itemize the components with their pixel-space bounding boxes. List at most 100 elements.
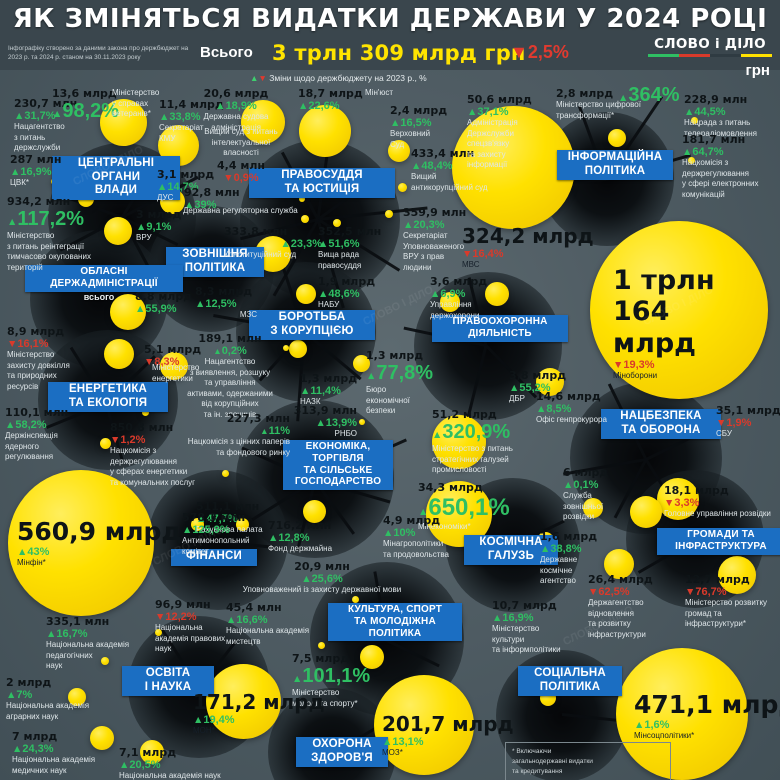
item-label[interactable]: 4,9 млрд ▲10% Мінагрополітики та продово… (383, 514, 469, 560)
item-label[interactable]: 352,5 млн ▲51,6% Вища рада правосуддя (318, 225, 404, 271)
bubble-anticorr-nabu[interactable] (296, 284, 316, 304)
bubble-culture-language[interactable] (352, 596, 359, 603)
item-label[interactable]: 201,7 млрд ▲13,1% МОЗ* (382, 712, 514, 759)
bubble-education-mon[interactable] (206, 664, 281, 739)
item-label[interactable]: 171,2 млрд ▲19,4% МОН* (193, 690, 325, 737)
item-label[interactable]: 8,9 млрд ▼16,1% Міністерство захисту дов… (7, 325, 99, 392)
item-label[interactable]: 50,6 млрд ▲37,1% Адміністрація Держслужб… (467, 93, 547, 171)
item-label[interactable]: 2,4 млрд ▲16,5% Верховний Суд (390, 104, 452, 150)
item-label[interactable]: 13,6 млрд ▲98,2% (52, 87, 119, 123)
item-label[interactable]: 34,3 млрд ▲650,1% Мінекономіки* (418, 481, 546, 533)
bubble-education-pedagogic[interactable] (101, 657, 109, 665)
bubble-defense-sbu[interactable] (657, 478, 699, 520)
item-label[interactable]: 511,1 млн ▲47,7% Рахункова палата (196, 500, 280, 536)
item-label[interactable]: 324,2 млрд ▼16,4% МВС (462, 224, 594, 271)
item-label[interactable]: 7 млрд ▲24,3% Національна академія медич… (12, 730, 120, 776)
item-label[interactable]: 26,4 млрд ▼62,5% Держагентство відновлен… (588, 573, 680, 640)
item-label[interactable]: 5,1 млрд ▼8,3% (144, 343, 216, 368)
bubble-energy-nkreku[interactable] (142, 409, 149, 416)
item-label[interactable]: 51,2 млрд ▲320,9% Міністерство з питань … (432, 408, 542, 476)
bubble-economy-strategic[interactable] (432, 415, 486, 469)
item-label[interactable]: 2 млрд ▲7% Національна академія аграрних… (6, 676, 106, 722)
item-label[interactable]: 1,6 млрд ▲38,8% Державне космічне агентс… (540, 530, 612, 587)
item-label[interactable]: 850,8 млн ▼1,2% Нацкомісія з держрегулюв… (110, 421, 218, 488)
bubble-energy-ecology[interactable] (104, 339, 134, 369)
bubble-economy-nkcpfr[interactable] (222, 470, 229, 477)
bubble-defense-minoborony[interactable] (590, 221, 768, 399)
item-label[interactable]: 20,9 млн ▲25,6% Уповноважений із захисту… (226, 560, 418, 596)
category-chip-space[interactable]: КОСМІЧНА ГАЛУЗЬ (464, 535, 558, 566)
item-label[interactable]: 110,1 млн ▲58,2% Держінспекція ядерного … (5, 406, 87, 463)
item-label[interactable]: 2,8 млрд Міністерство цифрової трансформ… (556, 87, 674, 121)
bubble-central-veterans[interactable] (100, 99, 147, 146)
category-chip-anticorr[interactable]: БОРОТЬБА З КОРУПЦІЄЮ (249, 310, 375, 341)
item-label[interactable]: 1,9 млрд ▲48,6% НАБУ (318, 275, 378, 311)
item-label[interactable]: Вищий суд з питань інтелектуальної власн… (183, 127, 299, 184)
bubble-energy-energy[interactable] (160, 352, 188, 380)
item-label[interactable]: 45,4 млн ▲16,6% Національна академія мис… (226, 601, 322, 647)
category-chip-foreign[interactable]: ЗОВНІШНЯ ПОЛІТИКА (166, 247, 264, 278)
item-label[interactable]: 359,9 млн ▲20,3% Секретаріат Уповноважен… (403, 206, 495, 273)
category-chip-energy[interactable]: ЕНЕРГЕТИКА ТА ЕКОЛОГІЯ (48, 382, 168, 413)
bubble-justice-minjust[interactable] (299, 105, 351, 157)
category-chip-communities[interactable]: ГРОМАДИ ТА ІНФРАСТРУКТУРА (657, 528, 780, 555)
bubble-economy-fdmu[interactable] (236, 518, 249, 531)
bubble-anticorr-nazk[interactable] (289, 340, 307, 358)
category-chip-defense[interactable]: НАЦБЕЗПЕКА ТА ОБОРОНА (601, 409, 721, 440)
bubble-social-minsoc[interactable] (616, 648, 748, 780)
item-label[interactable]: 8,8 млрд ▲55,9% (135, 290, 207, 315)
bubble-justice-ombudsman[interactable] (385, 210, 393, 218)
item-label[interactable]: 227,3 млн ▲11% Нацкомісія з цінних папер… (166, 412, 290, 458)
bubble-education-legal[interactable] (155, 629, 162, 636)
bubble-justice-vaks[interactable] (398, 183, 407, 192)
item-label[interactable]: 8,3 млрд ▲12,5% МЗС (195, 285, 257, 321)
item-label[interactable]: 716,2 млн ▲12,8% Фонд держмайна (268, 519, 350, 555)
bubble-info-natkom[interactable] (688, 157, 695, 164)
bubble-lawenf-dbr[interactable] (485, 282, 509, 306)
bubble-finance-minfin[interactable] (8, 470, 154, 616)
item-label[interactable]: 6 млрд ▲0,1% Служба зовнішньої розвідки (563, 466, 635, 523)
item-label[interactable]: 11,4 млрд ▲33,8% Секретаріат КМУ (159, 98, 225, 144)
item-label[interactable]: 1,3 млрд ▲11,4% НАЗК (300, 372, 357, 408)
item-label[interactable]: 313,9 млн ▲13,9% РНБО (281, 404, 357, 440)
bubble-info-natrada[interactable] (691, 117, 698, 124)
bubble-economy-agro[interactable] (303, 500, 326, 523)
item-label[interactable]: 7,5 млрд ▲101,1% Міністерство молоді та … (292, 652, 376, 709)
bubble-defense-rnbo[interactable] (359, 419, 365, 425)
bubble-culture-sport[interactable] (360, 645, 384, 669)
item-label[interactable]: 230,7 млн ▲31,7% Нацагентство з питань д… (14, 97, 100, 154)
category-chip-justice[interactable]: ПРАВОСУДДЯ ТА ЮСТИЦІЯ (249, 168, 395, 199)
bubble-education-nan[interactable] (140, 740, 164, 764)
item-label[interactable]: 471,1 млрд ▲1,6% Мінсоцполітики* (634, 690, 780, 742)
bubble-culture-arts[interactable] (318, 642, 325, 649)
item-label[interactable]: 433,4 млн ▲48,4% Вищий антикорупційний с… (411, 147, 521, 193)
item-label[interactable]: 35,1 млрд ▼1,9% СБУ (716, 404, 780, 440)
item-label[interactable]: 18,7 млрд ▲22,6% (298, 87, 363, 112)
item-label[interactable]: 335,1 млн ▲16,7% Національна академія пе… (46, 615, 156, 672)
category-chip-central[interactable]: ЦЕНТРАЛЬНІ ОРГАНИ ВЛАДИ (52, 156, 180, 200)
item-label[interactable]: 3,6 млрд ▲6,9% Управління держохорони (430, 275, 518, 321)
bubble-education-agrarian[interactable] (68, 688, 86, 706)
item-label[interactable]: 934,2 млн ▲117,2% Міністерство з питань … (7, 195, 117, 273)
bubble-lawenf-mvs[interactable] (452, 106, 575, 229)
bubble-justice-vrp[interactable] (333, 219, 341, 227)
category-chip-culture[interactable]: КУЛЬТУРА, СПОРТ ТА МОЛОДІЖНА ПОЛІТИКА (328, 603, 462, 642)
bubble-central-vru[interactable] (104, 217, 132, 245)
category-chip-health[interactable]: ОХОРОНА ЗДОРОВ'Я (296, 737, 388, 768)
item-label[interactable]: 181,7 млн ▲64,7% Нацкомісія з держрегулю… (682, 133, 780, 200)
item-label[interactable]: 3,1 млрд ▲14,7% ДУС (157, 168, 214, 204)
item-label[interactable]: 18,1 млрд ▼3,3% Головне управління розві… (664, 484, 780, 520)
item-label[interactable]: 10,7 млрд ▲16,9% Міністерство культури т… (492, 599, 574, 656)
item-label[interactable]: 578,3 млн ▲125,9% Антимонопольний коміте… (182, 511, 262, 557)
item-label[interactable]: 20,6 млрд ▲18,9% Державна судова адмініс… (182, 87, 290, 133)
item-label[interactable]: 3 млрд ▲9,1% ВРУ (136, 208, 190, 244)
bubble-justice-regservice[interactable] (299, 196, 305, 202)
bubble-health-moz[interactable] (374, 675, 474, 775)
bubble-oda-total[interactable] (110, 294, 146, 330)
bubble-defense-gur[interactable] (630, 496, 662, 528)
category-chip-education[interactable]: ОСВІТА І НАУКА (122, 666, 214, 697)
bubble-economy-amku[interactable] (191, 518, 204, 531)
bubble-anticorr-arma[interactable] (283, 345, 289, 351)
category-chip-economy[interactable]: ЕКОНОМІКА, ТОРГІВЛЯ ТА СІЛЬСЬКЕ ГОСПОДАР… (283, 440, 393, 491)
bubble-info-digital[interactable] (608, 129, 626, 147)
